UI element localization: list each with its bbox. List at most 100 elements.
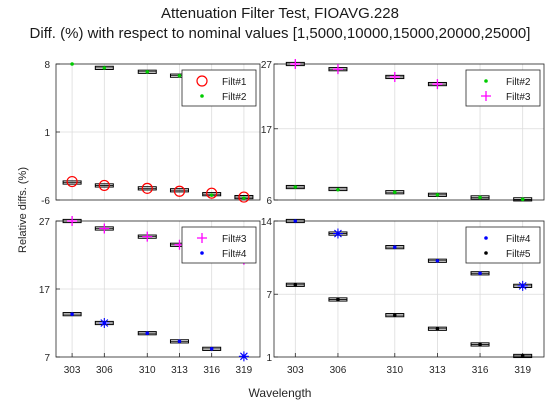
legend-marker — [197, 233, 207, 243]
legend-marker — [196, 75, 208, 87]
x-tick-label: 310 — [386, 365, 403, 376]
x-tick-label: 303 — [64, 365, 81, 376]
star-marker — [332, 228, 343, 239]
data-point — [392, 190, 397, 195]
data-point — [435, 258, 440, 263]
data-point — [70, 312, 74, 316]
legend-label: Filt#2 — [506, 77, 531, 88]
data-point — [98, 179, 110, 192]
x-tick-label: 313 — [171, 365, 188, 376]
star-marker — [99, 318, 110, 328]
y-tick-label: 14 — [261, 217, 273, 228]
data-point — [173, 185, 186, 197]
x-tick-label: 310 — [139, 365, 156, 376]
data-point — [478, 271, 482, 276]
data-point — [520, 354, 525, 358]
y-tick-label: 6 — [266, 196, 272, 207]
legend-label: Filt#3 — [222, 234, 247, 245]
axes-frame — [273, 220, 545, 358]
legend-marker — [484, 79, 488, 83]
y-tick-label: -6 — [41, 196, 50, 207]
legend-label: Filt#2 — [222, 92, 247, 103]
legend-marker — [484, 251, 488, 255]
data-point — [238, 191, 250, 203]
legend-label: Filt#4 — [222, 249, 247, 260]
chart-title-line2: Diff. (%) with respect to nominal values… — [29, 25, 531, 42]
data-point — [145, 69, 150, 74]
data-point — [142, 231, 153, 242]
x-tick-label: 319 — [236, 365, 253, 376]
x-tick-label: 306 — [330, 365, 347, 376]
x-tick-label: 316 — [203, 365, 220, 376]
data-point — [432, 79, 443, 90]
data-point — [435, 193, 440, 197]
data-point — [293, 283, 298, 287]
legend-label: Filt#4 — [506, 234, 531, 245]
data-point — [67, 216, 78, 226]
data-point — [70, 62, 74, 66]
legend-label: Filt#3 — [506, 92, 531, 103]
legend: Filt#2 Filt#3 — [465, 69, 541, 107]
y-tick-label: 17 — [261, 125, 273, 136]
x-tick-label: 319 — [514, 365, 531, 376]
data-point — [336, 187, 340, 192]
data-point — [478, 195, 482, 200]
legend-label: Filt#5 — [506, 249, 531, 260]
data-point — [332, 64, 343, 75]
legend-marker — [200, 251, 204, 255]
y-tick-label: 1 — [266, 353, 272, 364]
data-point — [336, 297, 340, 302]
chart-panels: -618Filt#1Filt#261727Filt#2Filt#37172730… — [39, 59, 545, 376]
axes-frame — [273, 63, 545, 201]
data-point — [290, 59, 301, 69]
x-tick-label: 316 — [472, 365, 489, 376]
legend: Filt#1 Filt#2 — [181, 69, 257, 107]
x-tick-label: 306 — [96, 365, 113, 376]
x-tick-label: 303 — [287, 365, 304, 376]
data-point — [520, 197, 525, 202]
data-point — [209, 347, 214, 351]
legend-box — [181, 69, 257, 107]
legend-marker — [484, 236, 488, 240]
legend-box — [465, 226, 541, 264]
legend-marker — [481, 91, 491, 101]
data-point — [206, 187, 218, 199]
data-point — [389, 71, 400, 82]
chart-panel-top-right: 6 17 27 Filt#2 Filt#3 — [261, 59, 545, 207]
legend-label: Filt#1 — [222, 77, 247, 88]
y-tick-label: 7 — [266, 290, 272, 301]
data-point — [392, 313, 397, 317]
data-point — [478, 342, 482, 347]
chart-title: Attenuation Filter Test, FIOAVG.228 Diff… — [0, 4, 560, 44]
legend: Filt#3 Filt#4 — [181, 226, 257, 264]
y-tick-label: 17 — [39, 285, 51, 296]
data-point — [293, 219, 298, 223]
data-point — [102, 66, 107, 70]
chart-title-line1: Attenuation Filter Test, FIOAVG.228 — [161, 5, 399, 22]
x-tick-label: 313 — [429, 365, 446, 376]
y-axis-label: Relative diffs. (%) — [17, 167, 29, 253]
legend-marker — [200, 94, 204, 98]
star-marker — [238, 351, 249, 362]
data-point — [66, 175, 78, 188]
data-point — [392, 245, 397, 249]
legend: Filt#4 Filt#5 — [465, 226, 541, 264]
data-point — [99, 223, 110, 234]
data-point — [145, 331, 150, 336]
y-tick-label: 27 — [261, 60, 273, 71]
chart-panel-bottom-left: 7 17 27 303 306 310 313 316 319 Filt#3 Filt#4 — [39, 216, 261, 376]
data-point — [293, 185, 298, 189]
y-tick-label: 1 — [44, 128, 50, 139]
star-marker — [517, 280, 528, 291]
y-tick-label: 8 — [44, 60, 50, 71]
y-tick-label: 27 — [39, 217, 51, 228]
data-point — [242, 196, 246, 200]
legend-box — [181, 226, 257, 264]
chart-panel-top-left: -6 1 8 Filt#1 Filt#2 — [41, 60, 261, 207]
legend-box — [465, 69, 541, 107]
data-point — [177, 73, 182, 78]
data-point — [141, 182, 153, 194]
y-tick-label: 7 — [44, 353, 50, 364]
